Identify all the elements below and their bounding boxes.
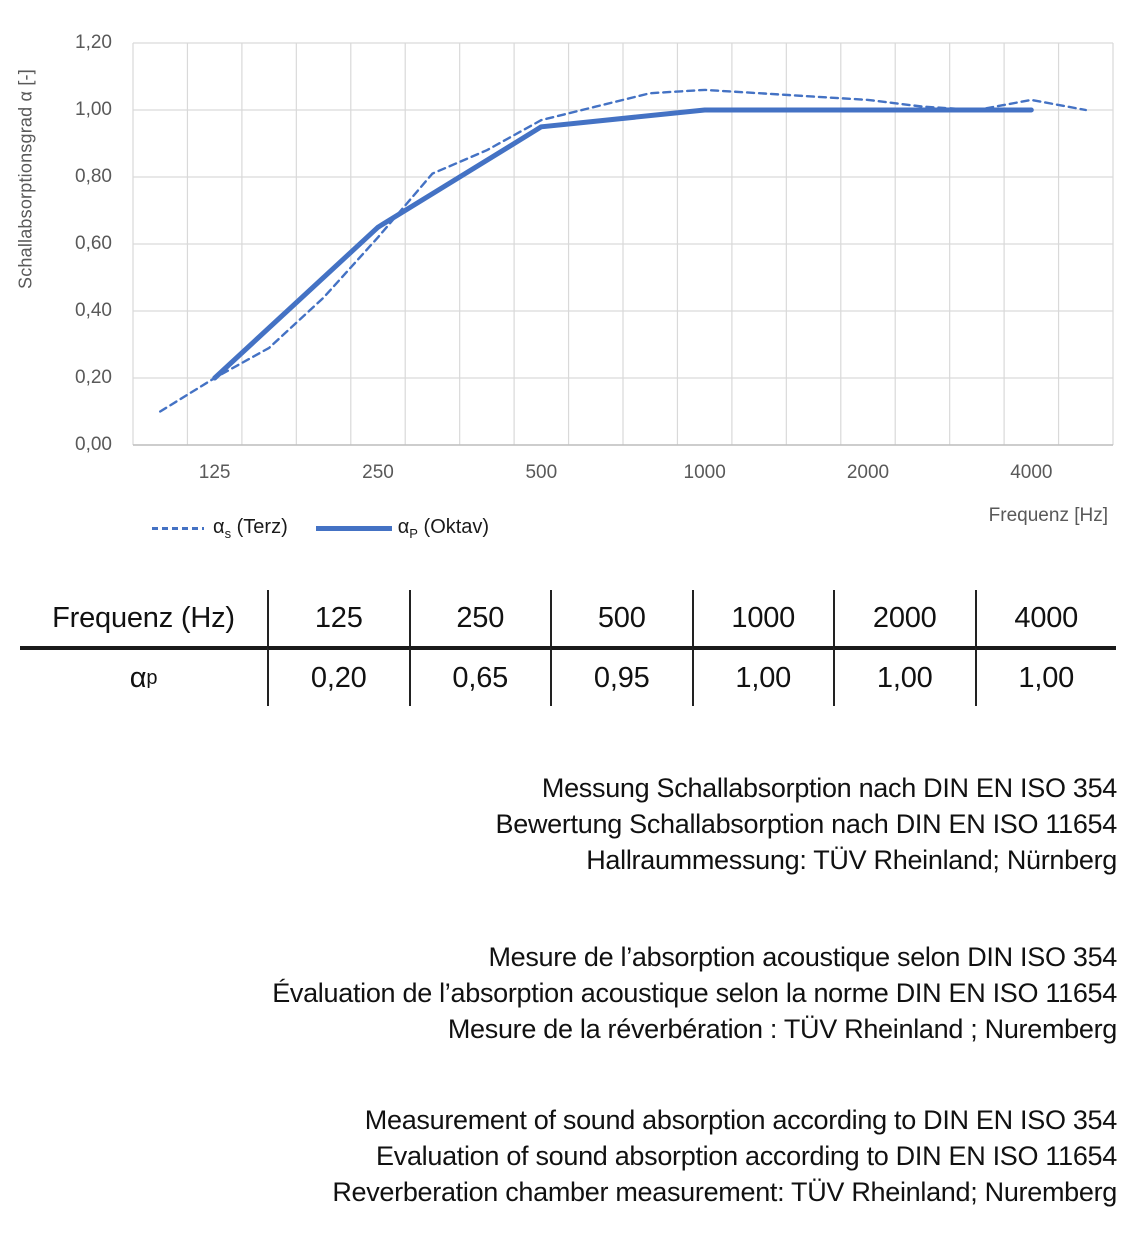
note-line: Evaluation of sound absorption according… [376,1141,1117,1171]
dashed-line-sample-icon [152,526,204,530]
note-line: Hallraummessung: TÜV Rheinland; Nürnberg [586,845,1117,875]
alpha-p-table: Frequenz (Hz) 125 250 500 1000 2000 4000… [20,590,1116,706]
series-line-solid [212,107,1034,381]
x-axis-title: Frequenz [Hz] [988,505,1108,526]
note-line: Reverberation chamber measurement: TÜV R… [332,1177,1117,1207]
table-value-2000: 1,00 [833,646,975,706]
table-value-500: 0,95 [550,646,692,706]
note-french: Mesure de l’absorption acoustique selon … [0,939,1117,1047]
table-header-frequency: Frequenz (Hz) [52,601,235,634]
note-english: Measurement of sound absorption accordin… [0,1102,1117,1210]
series-line-dashed [159,88,1087,413]
table-header-1000: 1000 [691,590,834,646]
note-line: Mesure de la réverbération : TÜV Rheinla… [447,1014,1117,1044]
legend-item-terz: αs (Terz) [152,516,288,541]
table-header-2000: 2000 [833,590,975,646]
y-tick-label: 1,20 [75,32,112,53]
table-header-125: 125 [267,590,409,646]
legend-label-terz: αs (Terz) [213,515,288,541]
y-tick-label: 0,60 [75,233,112,254]
table-value-1000: 1,00 [691,646,833,706]
x-tick-label: 125 [198,462,231,483]
table-value-250: 0,65 [408,646,550,706]
note-german: Messung Schallabsorption nach DIN EN ISO… [0,770,1118,878]
absorption-chart: Schallabsorptionsgrad α [-] 1,20 1,00 0,80… [0,0,1135,575]
table-header-250: 250 [408,590,551,646]
note-line: Bewertung Schallabsorption nach DIN EN I… [495,809,1118,839]
y-tick-label: 1,00 [75,99,112,120]
chart-legend: αs (Terz) αP (Oktav) [152,514,489,542]
table-value-125: 0,20 [267,646,409,706]
y-tick-label: 0,00 [75,434,112,455]
note-line: Measurement of sound absorption accordin… [364,1105,1118,1135]
note-line: Évaluation de l’absorption acoustique se… [272,978,1117,1008]
x-tick-label: 250 [362,462,394,483]
x-tick-label: 4000 [1010,462,1053,483]
table-value-4000: 1,00 [974,646,1116,706]
note-line: Mesure de l’absorption acoustique selon … [488,942,1117,972]
table-header-500: 500 [550,590,692,646]
plot-area [132,42,1114,446]
y-tick-label: 0,20 [75,367,112,388]
x-tick-label: 500 [525,462,558,483]
legend-label-oktav: αP (Oktav) [397,515,490,541]
note-line: Messung Schallabsorption nach DIN EN ISO… [541,773,1117,803]
x-tick-label: 1000 [683,462,726,483]
solid-line-sample-icon [315,525,392,531]
table-header-4000: 4000 [974,590,1117,646]
x-tick-label: 2000 [846,462,890,483]
y-tick-label: 0,40 [75,300,112,321]
legend-item-oktav: αP (Oktav) [315,515,490,541]
y-tick-label: 0,80 [75,166,112,187]
